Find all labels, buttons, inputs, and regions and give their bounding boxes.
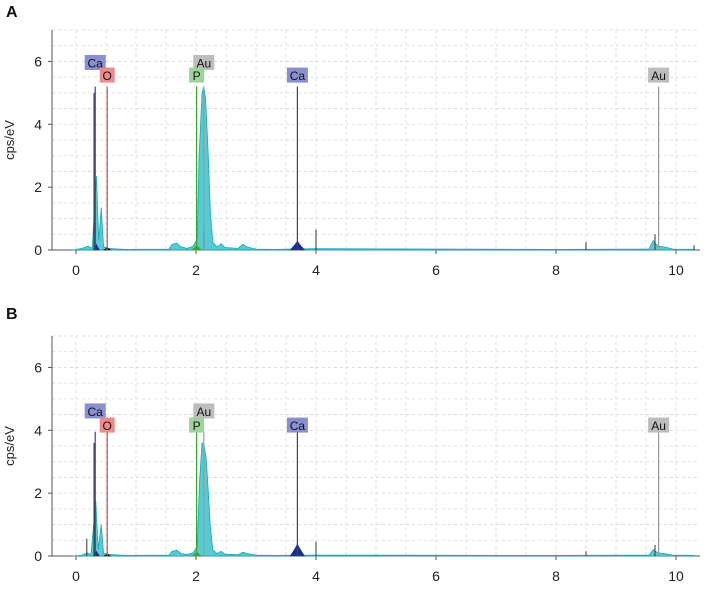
element-label-p: P xyxy=(189,67,205,250)
element-label-box xyxy=(84,55,106,70)
y-tick-label: 4 xyxy=(34,422,42,438)
x-tick-label: 2 xyxy=(192,568,200,584)
element-label-text: P xyxy=(193,69,201,83)
y-tick-label: 4 xyxy=(34,116,42,132)
spectrum-panel-b: B 0 2 4 6 0 2 4 6 8 10 cps/eV Ca O Au P Ca Au xyxy=(0,306,706,598)
y-tick-label: 6 xyxy=(34,53,42,69)
grid xyxy=(52,29,700,251)
element-label-text: Ca xyxy=(88,405,104,419)
x-tick-label: 10 xyxy=(668,568,684,584)
element-label-text: O xyxy=(103,419,112,433)
x-tick-label: 10 xyxy=(668,262,684,278)
element-label-ca: Ca xyxy=(286,67,308,250)
element-label-o: O xyxy=(99,417,115,556)
y-tick-label: 0 xyxy=(34,242,42,258)
x-tick-label: 6 xyxy=(432,262,440,278)
element-label-box xyxy=(286,417,308,433)
spectrum-area xyxy=(72,442,695,557)
element-label-ca: Ca xyxy=(84,403,106,556)
element-label-box xyxy=(99,67,115,83)
y-axis-label: cps/eV xyxy=(2,426,17,466)
element-label-box xyxy=(193,55,215,70)
spectrum-area xyxy=(72,86,695,251)
x-tick-label: 4 xyxy=(312,262,320,278)
x-tick-label: 0 xyxy=(72,262,80,278)
y-tick-label: 2 xyxy=(34,179,42,195)
element-label-au: Au xyxy=(648,417,670,556)
element-label-text: Ca xyxy=(88,57,104,71)
y-tick-label: 0 xyxy=(34,548,42,564)
element-label-text: Au xyxy=(196,405,211,419)
element-label-o: O xyxy=(99,67,115,250)
element-label-text: O xyxy=(103,69,112,83)
element-label-text: Ca xyxy=(290,69,306,83)
x-tick-label: 0 xyxy=(72,568,80,584)
x-tick-label: 8 xyxy=(552,568,560,584)
element-label-box xyxy=(99,417,115,433)
element-label-ca: Ca xyxy=(286,417,308,556)
element-label-box xyxy=(189,417,205,433)
element-label-text: Au xyxy=(651,69,666,83)
y-tick-label: 2 xyxy=(34,485,42,501)
element-label-text: P xyxy=(193,419,201,433)
x-tick-label: 4 xyxy=(312,568,320,584)
element-label-box xyxy=(189,67,205,83)
element-label-au: Au xyxy=(648,67,670,250)
panel-letter-b: B xyxy=(6,306,18,323)
grid xyxy=(52,335,700,557)
element-label-text: Au xyxy=(196,57,211,71)
element-label-box xyxy=(648,417,670,433)
panel-letter-a: A xyxy=(6,4,18,21)
y-tick-label: 6 xyxy=(34,359,42,375)
element-label-ca: Ca xyxy=(84,55,106,250)
element-label-box xyxy=(193,403,215,419)
x-tick-label: 8 xyxy=(552,262,560,278)
element-label-au: Au xyxy=(193,55,215,250)
element-label-text: Ca xyxy=(290,419,306,433)
spectrum-panel-a: A 0 2 4 6 0 2 4 6 8 10 cps/eV Ca O Au P Ca Au xyxy=(0,0,706,292)
element-label-box xyxy=(648,67,670,83)
y-axis-label: cps/eV xyxy=(2,120,17,160)
element-label-p: P xyxy=(189,417,205,556)
element-label-box xyxy=(286,67,308,83)
x-tick-label: 2 xyxy=(192,262,200,278)
x-tick-label: 6 xyxy=(432,568,440,584)
element-label-text: Au xyxy=(651,419,666,433)
element-label-box xyxy=(84,403,106,419)
element-label-au: Au xyxy=(193,403,215,556)
